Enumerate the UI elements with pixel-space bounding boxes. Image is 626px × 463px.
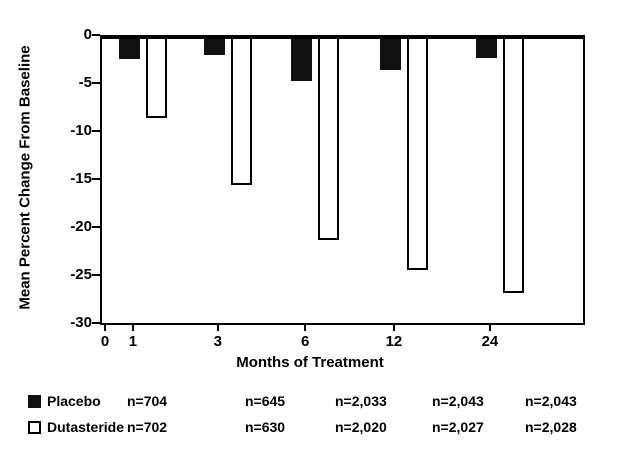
x-tick-mark bbox=[392, 325, 395, 331]
bar-dutasteride-month-3 bbox=[230, 35, 252, 185]
legend-count: n=2,028 bbox=[525, 419, 577, 435]
y-tick-mark bbox=[92, 322, 100, 324]
x-tick-mark bbox=[104, 325, 106, 331]
legend: Placebo n=704 n=645 n=2,033 n=2,043 n=2,043 Du… bbox=[28, 388, 577, 440]
y-tick-mark bbox=[92, 274, 100, 276]
y-tick-mark bbox=[92, 130, 100, 132]
legend-count: n=702 bbox=[127, 419, 168, 435]
x-tick-mark bbox=[131, 325, 134, 331]
zero-baseline-line bbox=[100, 35, 585, 39]
legend-row-dutasteride: Dutasteride n=702 n=630 n=2,020 n=2,027 n=2,0… bbox=[28, 414, 577, 440]
bar-dutasteride-month-24 bbox=[502, 35, 524, 294]
legend-count: n=2,033 bbox=[335, 393, 387, 409]
x-tick-mark bbox=[216, 325, 219, 331]
filled-square-icon bbox=[28, 394, 41, 408]
y-tick-mark bbox=[92, 82, 100, 84]
legend-count: n=2,027 bbox=[432, 419, 484, 435]
y-tick-label: -25 bbox=[70, 266, 92, 283]
y-tick-mark bbox=[92, 34, 100, 36]
y-tick-mark bbox=[92, 226, 100, 228]
legend-count: n=2,020 bbox=[335, 419, 387, 435]
y-tick-label: -15 bbox=[70, 170, 92, 187]
bar-placebo-month-6 bbox=[291, 35, 313, 82]
bar-dutasteride-month-6 bbox=[318, 35, 340, 241]
y-tick-label: -30 bbox=[70, 314, 92, 331]
y-tick-label: 0 bbox=[83, 26, 92, 43]
x-axis-title: Months of Treatment bbox=[236, 354, 384, 371]
legend-count: n=2,043 bbox=[432, 393, 484, 409]
open-square-icon bbox=[28, 420, 41, 434]
bar-dutasteride-month-12 bbox=[406, 35, 428, 271]
bar-dutasteride-month-1 bbox=[145, 35, 167, 118]
x-origin-label: 0 bbox=[100, 333, 110, 350]
legend-swatch-cell bbox=[28, 394, 47, 408]
legend-count: n=704 bbox=[127, 393, 168, 409]
bar-placebo-month-3 bbox=[203, 35, 225, 56]
legend-count: n=2,043 bbox=[525, 393, 577, 409]
y-tick-label: -5 bbox=[78, 74, 92, 91]
x-tick-label: 1 bbox=[128, 333, 138, 350]
bar-placebo-month-24 bbox=[475, 35, 497, 59]
y-tick-label: -10 bbox=[70, 122, 92, 139]
legend-label: Placebo bbox=[47, 393, 101, 409]
legend-swatch-cell bbox=[28, 420, 47, 434]
bar-placebo-month-12 bbox=[379, 35, 401, 70]
x-tick-label: 24 bbox=[481, 333, 499, 350]
y-tick-label: -20 bbox=[70, 218, 92, 235]
y-axis-title: Mean Percent Change From Baseline bbox=[16, 45, 34, 310]
x-tick-mark bbox=[304, 325, 307, 331]
legend-row-placebo: Placebo n=704 n=645 n=2,033 n=2,043 n=2,043 bbox=[28, 388, 577, 414]
y-tick-mark bbox=[92, 178, 100, 180]
bar-placebo-month-1 bbox=[118, 35, 140, 59]
x-tick-label: 3 bbox=[213, 333, 223, 350]
x-tick-mark bbox=[488, 325, 491, 331]
x-tick-label: 6 bbox=[300, 333, 310, 350]
legend-count: n=645 bbox=[245, 393, 286, 409]
legend-label: Dutasteride bbox=[47, 419, 125, 435]
x-tick-label: 12 bbox=[385, 333, 403, 350]
legend-count: n=630 bbox=[245, 419, 286, 435]
